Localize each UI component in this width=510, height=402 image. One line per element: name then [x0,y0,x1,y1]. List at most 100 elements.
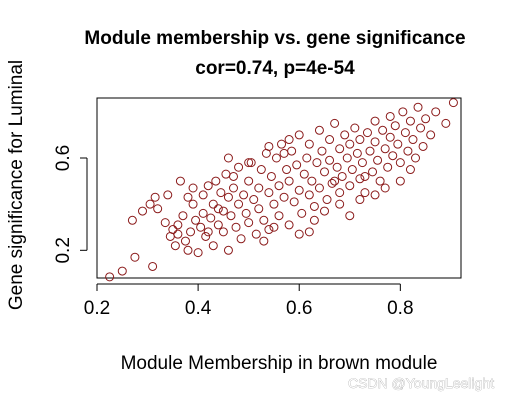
data-point [283,166,291,174]
data-point [313,159,321,167]
data-point [369,168,377,176]
data-point [224,154,232,162]
data-point [341,131,349,139]
data-point [161,219,169,227]
data-point [194,249,202,257]
data-point [131,253,139,261]
data-point [181,237,189,245]
data-point [348,166,356,174]
data-point [280,193,288,201]
data-point [106,273,114,281]
data-point [265,189,273,197]
data-point [151,193,159,201]
data-point [346,182,354,190]
data-point [149,262,157,270]
data-point [219,228,227,236]
data-point [278,140,286,148]
data-point [401,129,409,137]
data-point [207,214,215,222]
data-point [305,140,313,148]
x-axis: 0.2 0.4 0.6 0.8 [84,284,414,319]
data-point [224,193,232,201]
data-point [179,212,187,220]
data-point [128,216,136,224]
data-point [232,223,240,231]
data-point [169,226,177,234]
data-point [184,193,192,201]
data-point [414,103,422,111]
watermark: CSDN @YoungLeelight [348,375,494,391]
data-point [308,177,316,185]
data-point [204,182,212,190]
data-point [376,177,384,185]
data-point [285,136,293,144]
data-point [346,212,354,220]
data-point [227,212,235,220]
data-point [427,131,435,139]
data-point [305,228,313,236]
data-point [237,235,245,243]
data-point [295,230,303,238]
data-point [386,112,394,120]
data-point [118,267,126,275]
data-point [174,230,182,238]
data-point [406,166,414,174]
data-point [315,126,323,134]
data-point [252,230,260,238]
data-point [318,147,326,155]
data-point [336,189,344,197]
x-tick-label: 0.8 [387,298,413,319]
data-point [288,147,296,155]
data-point [305,191,313,199]
x-tick-label: 0.2 [84,298,110,319]
data-point [449,99,457,107]
x-tick-label: 0.4 [185,298,212,319]
data-point [396,177,404,185]
data-point [295,186,303,194]
data-point [293,161,301,169]
data-point [315,184,323,192]
data-point [212,177,220,185]
data-point [209,242,217,250]
chart-subtitle: cor=0.74, p=4e-54 [195,58,355,79]
data-point [379,126,387,134]
data-point [353,149,361,157]
data-point [381,184,389,192]
data-point [240,191,248,199]
data-point [389,152,397,160]
data-point [396,159,404,167]
data-point [419,142,427,150]
data-point [187,228,195,236]
data-point [406,117,414,125]
data-point [356,136,364,144]
data-point [265,142,273,150]
data-point [331,119,339,127]
data-point [442,119,450,127]
data-point [219,207,227,215]
data-point [285,177,293,185]
data-point [363,129,371,137]
data-point [242,209,250,217]
y-axis: 0.2 0.6 [53,145,87,264]
data-point [371,138,379,146]
data-point [310,202,318,210]
data-point [394,140,402,148]
data-point [328,179,336,187]
data-point [399,108,407,116]
data-point [361,172,369,180]
data-point [214,205,222,213]
data-point [235,163,243,171]
data-point [417,124,425,132]
data-point [235,200,243,208]
data-point [295,131,303,139]
chart-title: Module membership vs. gene significance [84,28,465,49]
data-point [245,177,253,185]
data-point [333,163,341,171]
data-point [189,184,197,192]
data-point [245,219,253,227]
data-point [321,207,329,215]
data-points [106,99,458,281]
y-tick-label: 0.6 [53,145,74,171]
data-point [139,207,147,215]
